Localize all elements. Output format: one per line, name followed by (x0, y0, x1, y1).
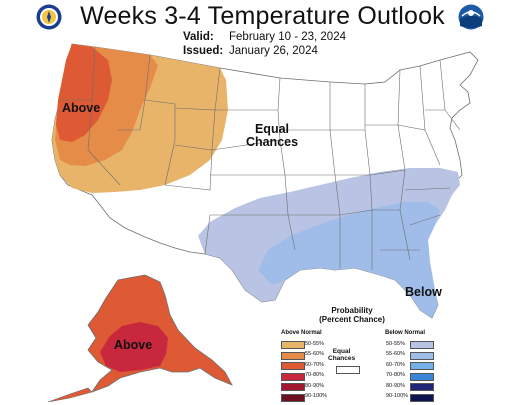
label-equal-line1: Equal (254, 122, 290, 136)
legend-label-below-2: 60-70% (386, 361, 405, 368)
legend-equal-line1: Equal (332, 348, 351, 355)
legend-swatch-below-1 (410, 351, 434, 360)
noaa-department-of-commerce-seal-icon (36, 4, 62, 30)
label-equal-line2: Chances (245, 135, 299, 149)
legend-swatch-above-1 (281, 351, 305, 360)
label-below: Below (405, 285, 442, 299)
legend-swatch-above-3 (281, 372, 305, 381)
label-equal-chances: Equal Chances (244, 123, 300, 149)
below-55-60-region (258, 202, 440, 318)
noaa-logo-icon (458, 4, 484, 30)
legend-label-below-4: 80-90% (386, 382, 405, 389)
legend-swatch-below-5 (410, 393, 434, 402)
legend-above-header: Above Normal (281, 330, 322, 336)
legend-equal-swatch (336, 366, 360, 374)
legend-label-above-4: 80-90% (305, 382, 324, 389)
legend-label-below-0: 50-55% (386, 340, 405, 347)
legend-label-above-5: 90-100% (305, 393, 328, 399)
above-60-70-region (56, 44, 112, 142)
legend-label-below-5: 90-100% (386, 393, 409, 399)
legend-swatch-above-0 (281, 341, 305, 349)
title: Weeks 3-4 Temperature Outlook (80, 2, 445, 30)
valid-label: Valid: (183, 31, 214, 43)
legend-equal-line2: Chances (328, 355, 356, 362)
legend-equal-label: Equal Chances (328, 348, 355, 362)
legend-label-below-1: 55-60% (386, 351, 405, 357)
state-borders (60, 46, 461, 270)
legend-below-header: Below Normal (385, 330, 426, 336)
legend-title-line1: Probability (331, 306, 373, 315)
legend-title-line2: (Percent Chance) (319, 315, 385, 324)
legend-swatch-below-4 (410, 383, 434, 391)
legend-label-above-3: 70-80% (305, 372, 324, 378)
legend-swatch-above-5 (281, 393, 305, 402)
legend-swatch-below-0 (410, 341, 434, 349)
legend-swatch-below-2 (410, 362, 434, 370)
outlook-meta: Valid: February 10 - 23, 2024 Issued: Janu… (183, 30, 346, 58)
valid-value: February 10 - 23, 2024 (229, 31, 346, 43)
legend-swatch-above-2 (281, 362, 305, 370)
legend-swatch-below-3 (410, 372, 434, 381)
alaska-above-70-80-region (100, 322, 168, 372)
legend-label-above-1: 55-60% (305, 351, 324, 357)
alaska-peninsula (47, 387, 93, 403)
legend-label-above-0: 50-55% (305, 340, 324, 347)
issued-label: Issued: (183, 45, 224, 57)
legend-swatch-above-4 (281, 383, 305, 391)
legend-label-above-2: 60-70% (305, 361, 324, 368)
legend-title: Probability (Percent Chance) (292, 306, 412, 324)
legend-label-below-3: 70-80% (386, 372, 405, 378)
issued-value: January 26, 2024 (229, 45, 318, 57)
label-above-alaska: Above (114, 338, 153, 352)
label-above-conus: Above (62, 101, 101, 115)
